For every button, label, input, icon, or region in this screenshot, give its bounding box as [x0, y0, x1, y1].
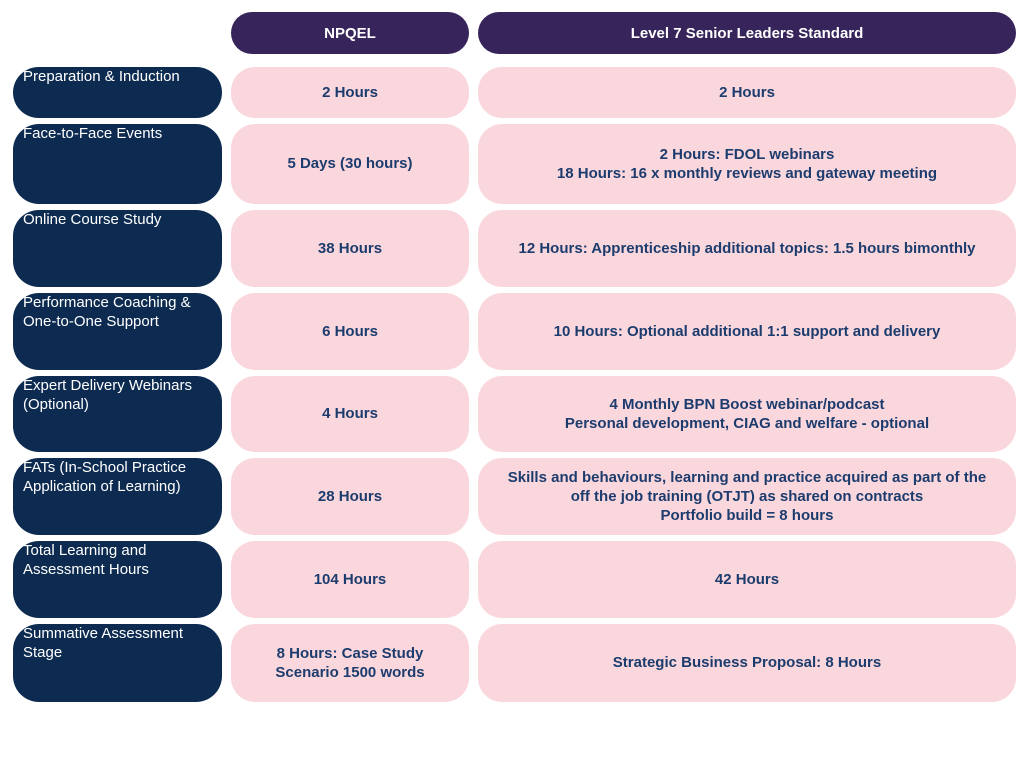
cell-level7-summative-assessment: Strategic Business Proposal: 8 Hours: [478, 624, 1016, 702]
cell-npqel-fats: 28 Hours: [231, 458, 469, 535]
cell-npqel-summative-assessment: 8 Hours: Case Study Scenario 1500 words: [231, 624, 469, 702]
table-corner-spacer: [13, 12, 222, 61]
column-header-npqel: NPQEL: [231, 12, 469, 54]
cell-npqel-expert-delivery-webinars: 4 Hours: [231, 376, 469, 452]
cell-npqel-face-to-face-events: 5 Days (30 hours): [231, 124, 469, 204]
cell-level7-performance-coaching: 10 Hours: Optional additional 1:1 suppor…: [478, 293, 1016, 370]
cell-npqel-preparation-induction: 2 Hours: [231, 67, 469, 118]
cell-level7-face-to-face-events: 2 Hours: FDOL webinars 18 Hours: 16 x mo…: [478, 124, 1016, 204]
cell-level7-fats: Skills and behaviours, learning and prac…: [478, 458, 1016, 535]
cell-level7-preparation-induction: 2 Hours: [478, 67, 1016, 118]
cell-npqel-total-hours: 104 Hours: [231, 541, 469, 618]
cell-level7-total-hours: 42 Hours: [478, 541, 1016, 618]
row-label-summative-assessment: Summative Assessment Stage: [13, 624, 222, 702]
row-label-expert-delivery-webinars: Expert Delivery Webinars (Optional): [13, 376, 222, 452]
row-label-preparation-induction: Preparation & Induction: [13, 67, 222, 118]
row-label-online-course-study: Online Course Study: [13, 210, 222, 287]
cell-npqel-performance-coaching: 6 Hours: [231, 293, 469, 370]
row-label-face-to-face-events: Face-to-Face Events: [13, 124, 222, 204]
row-label-fats: FATs (In-School Practice Application of …: [13, 458, 222, 535]
cell-npqel-online-course-study: 38 Hours: [231, 210, 469, 287]
row-label-total-hours: Total Learning and Assessment Hours: [13, 541, 222, 618]
cell-level7-online-course-study: 12 Hours: Apprenticeship additional topi…: [478, 210, 1016, 287]
cell-level7-expert-delivery-webinars: 4 Monthly BPN Boost webinar/podcast Pers…: [478, 376, 1016, 452]
comparison-table: NPQEL Level 7 Senior Leaders Standard Pr…: [13, 12, 1016, 702]
column-header-level7: Level 7 Senior Leaders Standard: [478, 12, 1016, 54]
row-label-performance-coaching: Performance Coaching & One-to-One Suppor…: [13, 293, 222, 370]
